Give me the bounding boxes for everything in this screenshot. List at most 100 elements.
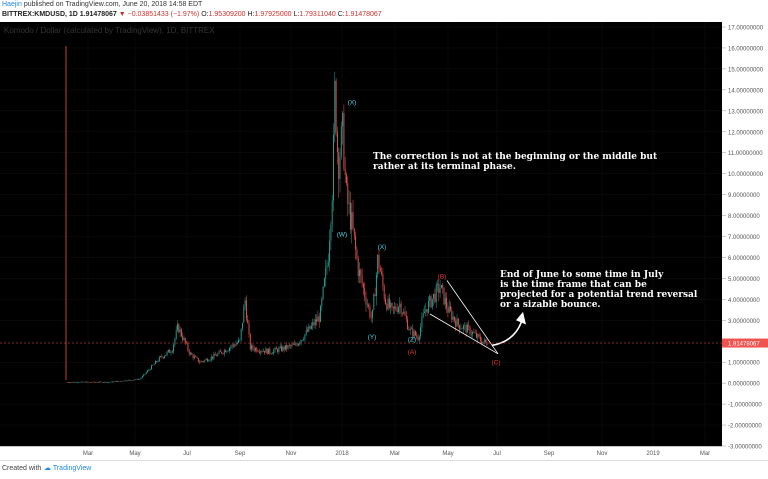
candle-body <box>135 379 137 380</box>
annotation-correction: The correction is not at the beginning o… <box>373 152 657 172</box>
candle-body <box>318 316 320 322</box>
candle-body <box>478 334 480 337</box>
annotation-time-frame-line-4: or a sizable bounce. <box>500 300 601 310</box>
candle-body <box>301 339 303 341</box>
candle-body <box>427 300 429 313</box>
current-price: 1.91478067 <box>79 11 117 18</box>
candle-body <box>335 80 337 133</box>
candle-body <box>271 353 273 355</box>
candle-body <box>452 316 454 320</box>
candle-body <box>244 300 246 307</box>
candle-body <box>217 353 219 356</box>
x-tick-label: Mar <box>390 451 400 457</box>
tradingview-brand: TradingView <box>52 465 92 472</box>
last-price-marker: 1.91478067 <box>0 338 768 348</box>
candle-body <box>378 254 380 268</box>
candle-body <box>334 80 336 135</box>
candle-body <box>274 347 276 351</box>
time-axis[interactable] <box>0 446 722 460</box>
candle-body <box>430 296 432 308</box>
candle-body <box>114 381 116 382</box>
candle-body <box>147 370 149 373</box>
chart-plot-area[interactable] <box>0 22 722 446</box>
candle-body <box>144 373 146 375</box>
candle-body <box>374 294 376 297</box>
candle-body <box>438 283 440 293</box>
candle-body <box>119 381 121 382</box>
candle-body <box>482 341 484 344</box>
candle-body <box>106 382 108 383</box>
y-tick-label: 17.00000000 <box>728 26 764 32</box>
candle-body <box>104 381 106 383</box>
x-axis-ticks: Mar May Jul Sep Nov 2018 Mar May Jul Sep Nov 2019 Ma… <box>83 451 710 457</box>
candle-body <box>214 353 216 356</box>
low-label: L: <box>293 11 300 18</box>
candle-body <box>400 303 402 314</box>
candle-body <box>296 344 298 346</box>
candle-body <box>252 345 254 349</box>
candle-body <box>67 382 69 383</box>
candle-body <box>351 212 353 230</box>
candle-body <box>392 306 394 309</box>
annotation-time-frame-line-1: End of June to some time in July <box>500 270 664 280</box>
candle-body <box>386 303 388 310</box>
candle-body <box>226 351 228 353</box>
candle-body <box>435 284 437 302</box>
candle-body <box>127 380 129 381</box>
candle-body <box>148 369 150 371</box>
tradingview-logo[interactable]: ☁ TradingView <box>44 464 91 472</box>
candle-body <box>196 356 198 359</box>
y-tick-label: 1.00000000 <box>728 361 760 367</box>
x-tick-label: Nov <box>286 451 297 457</box>
candle-body <box>453 316 455 321</box>
candle-body <box>444 298 446 305</box>
author-link[interactable]: Haejin <box>2 1 22 8</box>
annotation-correction-line-2: rather at its terminal phase. <box>373 162 516 172</box>
candle-body <box>437 283 438 285</box>
y-tick-label: 12.00000000 <box>728 130 764 136</box>
candle-body <box>424 311 425 314</box>
candle-body <box>216 355 217 357</box>
candle-body <box>261 351 263 352</box>
candle-body <box>439 288 441 293</box>
candle-body <box>312 322 314 326</box>
candle-body <box>343 113 345 169</box>
candle-body <box>160 356 162 357</box>
candle-body <box>338 151 340 179</box>
candle-body <box>264 350 266 353</box>
close-label: C: <box>337 11 345 18</box>
candle-body <box>388 298 390 308</box>
y-tick-label: 16.00000000 <box>728 46 764 52</box>
candle-body <box>218 351 220 354</box>
candle-body <box>128 379 130 381</box>
candle-body <box>240 328 242 340</box>
candle-body <box>303 339 305 340</box>
candle-body <box>339 156 341 179</box>
wave-label-x2: (X) <box>378 244 387 251</box>
candle-body <box>204 359 206 362</box>
created-with-label: Created with <box>2 465 42 472</box>
candle-body <box>83 381 85 383</box>
candle-body <box>125 380 126 382</box>
candle-body <box>481 340 483 344</box>
candle-body <box>330 224 332 241</box>
candle-body <box>156 361 158 362</box>
candle-body <box>245 300 247 319</box>
tradingview-cloud-icon: ☁ <box>44 465 51 472</box>
candle-body <box>255 348 256 351</box>
candle-body <box>87 381 89 383</box>
candle-body <box>91 382 93 383</box>
candle-body <box>411 328 412 330</box>
candle-body <box>79 381 81 383</box>
candle-body <box>89 381 91 383</box>
candle-body <box>357 258 359 277</box>
price-chart[interactable]: 17.00000000 16.00000000 15.00000000 14.0000… <box>0 0 768 460</box>
candle-body <box>474 332 476 334</box>
candle-body <box>236 342 238 344</box>
candle-body <box>377 254 379 275</box>
candle-body <box>383 286 385 299</box>
candle-body <box>183 337 185 341</box>
price-axis[interactable] <box>722 22 768 446</box>
publish-info: published on TradingView.com, June 20, 2… <box>23 1 203 8</box>
candle-body <box>348 202 350 204</box>
